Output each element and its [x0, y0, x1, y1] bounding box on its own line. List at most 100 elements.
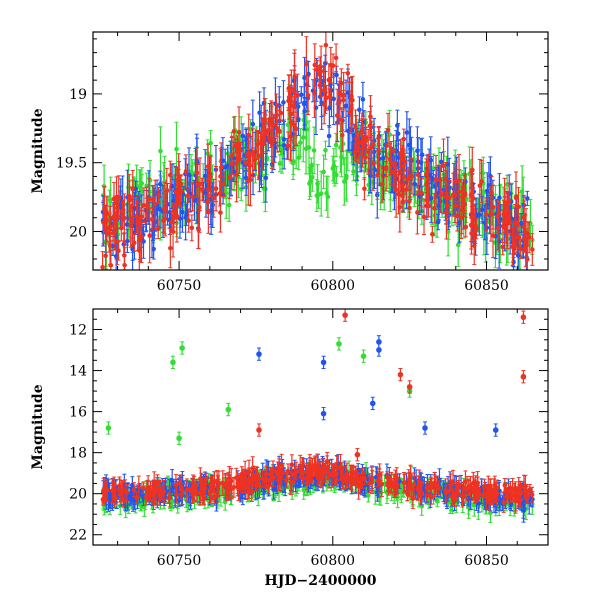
data-point	[517, 493, 523, 507]
data-point	[111, 182, 117, 216]
data-point	[329, 463, 335, 488]
data-point	[488, 186, 494, 242]
bottom-panel: 60750 60800 60850 12 14 16 18 20 22 Magnitude HJD−…	[30, 308, 549, 589]
outlier-point	[256, 423, 262, 437]
data-point	[192, 179, 197, 221]
data-point	[421, 198, 427, 236]
data-point	[436, 480, 442, 496]
data-point	[164, 167, 170, 214]
data-point	[395, 123, 401, 145]
data-point	[454, 481, 459, 499]
data-point	[254, 466, 259, 485]
data-point	[305, 75, 311, 115]
data-point	[456, 154, 462, 207]
data-point	[416, 475, 421, 499]
data-point	[439, 151, 444, 172]
data-point	[438, 177, 444, 213]
x-tick-label: 60850	[464, 278, 509, 294]
outliers	[105, 309, 527, 462]
data-point	[479, 159, 484, 204]
data-point	[475, 486, 480, 500]
data-point	[426, 153, 431, 205]
x-axis-label: HJD−2400000	[265, 573, 377, 589]
data-point	[310, 162, 315, 192]
data-point	[197, 157, 203, 212]
data-point	[449, 488, 455, 505]
data-point	[411, 472, 417, 497]
data-point	[135, 196, 140, 251]
data-point	[190, 488, 196, 501]
data-point	[376, 467, 382, 494]
data-point	[156, 186, 161, 204]
series-2	[100, 451, 535, 514]
y-tick-label: 14	[69, 364, 87, 380]
data-point	[325, 175, 331, 218]
data-point	[407, 196, 412, 220]
data-point	[177, 474, 182, 491]
data-point	[180, 186, 186, 203]
data-point	[293, 461, 299, 481]
data-point	[309, 458, 315, 475]
data-point	[392, 161, 398, 188]
outlier-point	[354, 448, 361, 462]
data-point	[328, 88, 333, 107]
data-point	[127, 186, 132, 212]
data-point	[194, 147, 200, 198]
data-point	[264, 465, 269, 482]
data-point	[166, 491, 172, 505]
data-point	[179, 482, 184, 506]
data-point	[180, 191, 185, 233]
data-point	[218, 148, 223, 205]
data-point	[349, 464, 355, 481]
data-point	[108, 249, 114, 270]
data-point	[343, 157, 349, 200]
data-point	[349, 76, 354, 117]
data-point	[376, 127, 381, 175]
data-point	[485, 172, 490, 210]
data-point	[200, 177, 205, 201]
data-point	[330, 155, 336, 182]
data-point	[441, 138, 446, 194]
data-point	[183, 154, 189, 189]
data-point	[266, 479, 271, 495]
data-point	[379, 165, 385, 203]
outlier-point	[336, 337, 342, 351]
x-tick-label: 60800	[311, 278, 356, 294]
data-point	[277, 109, 282, 153]
data-point	[338, 107, 344, 133]
data-point	[122, 247, 127, 270]
y-axis-label: Magnitude	[30, 384, 46, 469]
data-point	[258, 131, 263, 155]
data-point	[150, 184, 156, 215]
data-point	[304, 36, 309, 93]
data-point	[200, 482, 206, 506]
data-point	[529, 486, 535, 503]
data-point	[158, 126, 163, 176]
top-panel: 60750 60800 60850 19 19.5 20 Magnitude	[30, 31, 549, 294]
data-point	[510, 477, 515, 500]
data-point	[318, 170, 324, 217]
data-point	[332, 464, 338, 486]
data-point	[185, 188, 191, 204]
data-point	[323, 32, 329, 63]
data-point	[190, 182, 195, 212]
data-point	[518, 239, 524, 259]
data-point	[386, 476, 392, 491]
data-point	[254, 129, 260, 160]
data-point	[167, 160, 173, 190]
y-axis-label: Magnitude	[30, 108, 46, 193]
data-point	[202, 149, 208, 203]
outlier-point	[105, 421, 112, 435]
plot-frame	[92, 308, 549, 546]
data-point	[362, 177, 367, 201]
x-axis: 60750 60800 60850	[117, 32, 549, 294]
data-point	[334, 88, 340, 143]
data-point	[334, 455, 340, 481]
data-point	[155, 218, 161, 240]
data-point	[278, 105, 284, 121]
data-point	[339, 68, 344, 98]
data-point	[209, 477, 215, 501]
data-point	[331, 72, 337, 126]
data-point	[252, 150, 257, 170]
data-point	[189, 214, 195, 242]
